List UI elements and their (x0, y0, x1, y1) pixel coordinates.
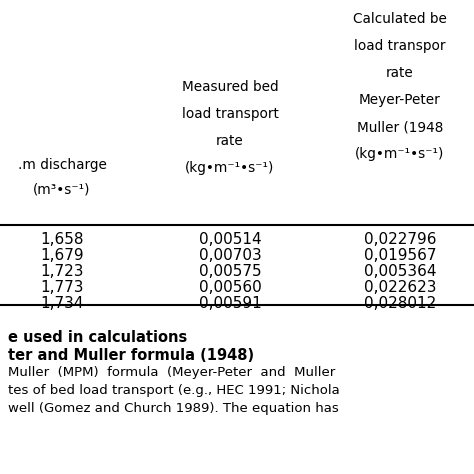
Text: 0,022796: 0,022796 (364, 232, 436, 247)
Text: 1,734: 1,734 (40, 296, 84, 311)
Text: 1,723: 1,723 (40, 264, 84, 279)
Text: 0,019567: 0,019567 (364, 248, 436, 263)
Text: 1,773: 1,773 (40, 280, 84, 295)
Text: Meyer-Peter: Meyer-Peter (359, 93, 441, 107)
Text: Calculated be: Calculated be (353, 12, 447, 26)
Text: ter and Muller formula (1948): ter and Muller formula (1948) (8, 348, 254, 363)
Text: 0,00703: 0,00703 (199, 248, 261, 263)
Text: (kg•m⁻¹•s⁻¹): (kg•m⁻¹•s⁻¹) (356, 147, 445, 161)
Text: rate: rate (216, 134, 244, 148)
Text: Muller (1948: Muller (1948 (357, 120, 443, 134)
Text: well (Gomez and Church 1989). The equation has: well (Gomez and Church 1989). The equati… (8, 402, 339, 415)
Text: load transport: load transport (182, 107, 278, 121)
Text: Muller  (MPM)  formula  (Meyer-Peter  and  Muller: Muller (MPM) formula (Meyer-Peter and Mu… (8, 366, 335, 379)
Text: load transpor: load transpor (354, 39, 446, 53)
Text: 0,00591: 0,00591 (199, 296, 261, 311)
Text: Measured bed: Measured bed (182, 80, 278, 94)
Text: tes of bed load transport (e.g., HEC 1991; Nichola: tes of bed load transport (e.g., HEC 199… (8, 384, 340, 397)
Text: e used in calculations: e used in calculations (8, 330, 187, 345)
Text: (kg•m⁻¹•s⁻¹): (kg•m⁻¹•s⁻¹) (185, 161, 275, 175)
Text: rate: rate (386, 66, 414, 80)
Text: 0,022623: 0,022623 (364, 280, 436, 295)
Text: 0,005364: 0,005364 (364, 264, 436, 279)
Text: 1,679: 1,679 (40, 248, 84, 263)
Text: 0,028012: 0,028012 (364, 296, 436, 311)
Text: 0,00560: 0,00560 (199, 280, 261, 295)
Text: 0,00575: 0,00575 (199, 264, 261, 279)
Text: (m³•s⁻¹): (m³•s⁻¹) (33, 182, 91, 196)
Text: 1,658: 1,658 (40, 232, 84, 247)
Text: 0,00514: 0,00514 (199, 232, 261, 247)
Text: .m discharge: .m discharge (18, 158, 107, 172)
